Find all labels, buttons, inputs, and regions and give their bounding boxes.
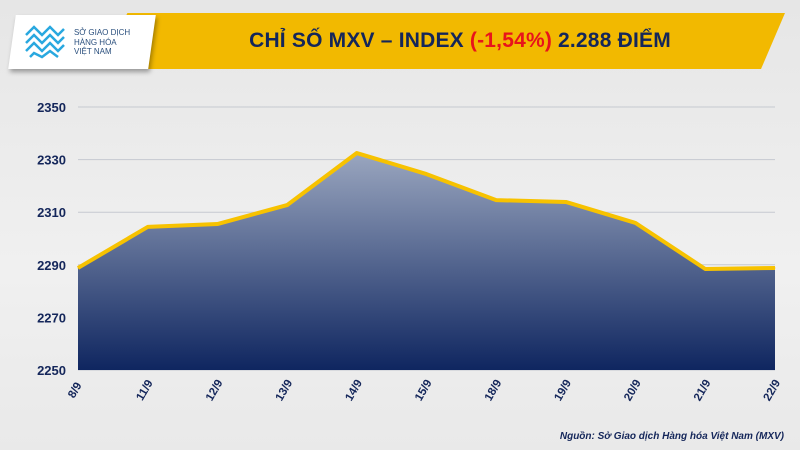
data-point: [774, 267, 776, 269]
mxv-logo-icon: [25, 25, 65, 59]
y-tick-label: 2350: [37, 100, 66, 115]
x-tick-label: 12/9: [204, 378, 226, 403]
data-point: [704, 268, 706, 270]
data-point: [147, 226, 149, 228]
y-tick-label: 2250: [37, 363, 66, 378]
x-tick-label: 22/9: [762, 378, 784, 403]
x-tick-label: 14/9: [343, 378, 365, 403]
data-point: [495, 199, 497, 201]
x-tick-label: 13/9: [274, 378, 296, 403]
data-point: [635, 222, 637, 224]
data-point: [426, 173, 427, 175]
data-point: [216, 223, 218, 225]
x-tick-label: 11/9: [134, 378, 155, 403]
data-point: [77, 267, 79, 269]
y-tick-label: 2290: [37, 258, 66, 273]
mxv-logo: SỞ GIAO DỊCH HÀNG HÓA VIỆT NAM: [8, 15, 156, 69]
title-value: 2.288 ĐIỂM: [558, 29, 671, 52]
y-tick-label: 2270: [37, 310, 66, 325]
source-note: Nguồn: Sở Giao dịch Hàng hóa Việt Nam (M…: [559, 431, 784, 442]
title-banner: [100, 13, 785, 69]
title-change: (-1,54%): [469, 29, 553, 52]
x-tick-label: 19/9: [553, 378, 575, 403]
title-prefix: CHỈ SỐ MXV – INDEX: [249, 29, 464, 52]
area-fill: [78, 153, 775, 370]
x-tick-label: 15/9: [413, 378, 435, 403]
x-tick-label: 21/9: [692, 378, 714, 403]
y-tick-label: 2310: [37, 205, 66, 220]
chart-title: CHỈ SỐ MXV – INDEX (-1,54%) 2.288 ĐIỂM: [150, 13, 770, 69]
y-tick-label: 2330: [37, 153, 66, 168]
x-tick-label: 8/9: [66, 381, 84, 401]
x-tick-label: 18/9: [483, 378, 505, 403]
data-point: [286, 204, 288, 206]
data-point: [356, 152, 358, 154]
data-point: [565, 201, 567, 203]
x-tick-label: 20/9: [622, 378, 644, 403]
